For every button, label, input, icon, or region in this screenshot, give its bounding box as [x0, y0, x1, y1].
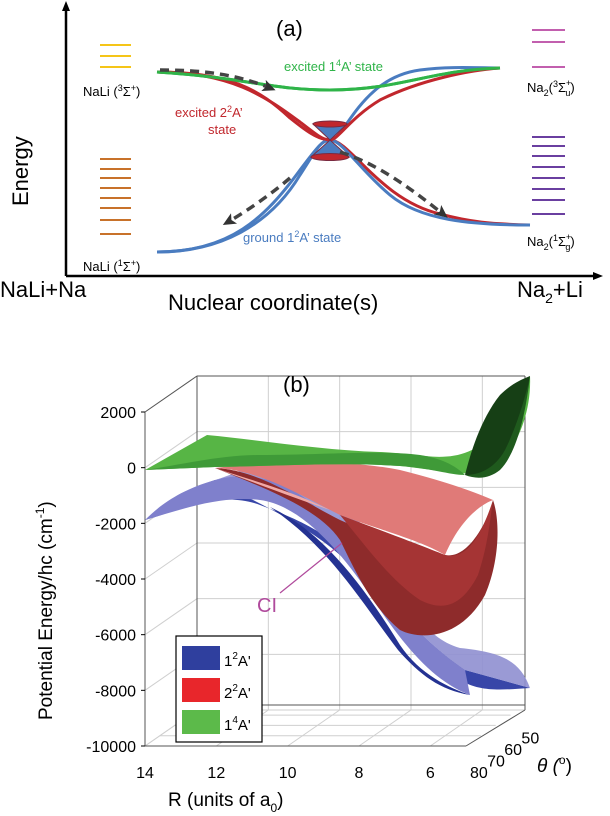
nali-singlet-label: NaLi (1Σ+): [83, 258, 140, 274]
nali-singlet-levels: [100, 158, 131, 235]
left-end-label: NaLi+Na: [0, 277, 87, 302]
legend-swatch-1-4A: [182, 710, 220, 734]
legend: 12A' 22A' 14A': [175, 635, 263, 743]
na2-triplet-levels: [532, 29, 565, 68]
energy-tick-label: -2000: [95, 516, 136, 533]
ci-pointer-line: [279, 542, 343, 594]
nali-triplet-label: NaLi (3Σ+): [83, 83, 140, 99]
dashed-arrow-top: [159, 68, 276, 91]
energy-tick-label: -6000: [95, 628, 136, 645]
conical-intersection-icon: [309, 120, 351, 161]
theta-tick-label: 60: [504, 742, 522, 759]
energy-tick-label: -4000: [95, 572, 136, 589]
excited-2-2A-label-line2: state: [208, 122, 236, 137]
energy-ticks: 2000 0 -2000 -4000 -6000 -8000 -10000: [86, 405, 145, 756]
theta-tick-label: 50: [521, 731, 539, 748]
r-tick-label: 8: [355, 765, 364, 782]
na2-singlet-label: Na2(1Σ+ g): [527, 232, 575, 252]
legend-swatch-1-2A: [182, 646, 220, 670]
r-axis-title: R (units of a0): [168, 790, 283, 815]
r-tick-label: 6: [426, 765, 435, 782]
dashed-arrow-left: [222, 176, 292, 226]
legend-label-1-4A: 14A': [224, 715, 251, 734]
excited-1-4A-label: excited 14A’ state: [284, 58, 383, 74]
r-tick-label: 10: [279, 765, 297, 782]
legend-label-2-2A: 22A': [224, 683, 251, 702]
theta-axis-title: θ (o): [537, 753, 572, 777]
theta-tick-label: 80: [470, 765, 488, 782]
energy-axis-title: Potential Energy/hc (cm-1): [33, 501, 57, 720]
energy-tick-label: -10000: [86, 739, 136, 756]
ci-label: CI: [257, 595, 277, 617]
na2-singlet-levels: [532, 136, 565, 215]
panel-b: CI (b) 2000 0 -2000 -4000 -6000 -8000 -10000 1…: [33, 372, 572, 815]
energy-gridline: [144, 375, 525, 413]
excited-1-4A-curve-top: [156, 66, 501, 92]
r-tick-label: 14: [136, 765, 154, 782]
r-tick-label: 12: [207, 765, 225, 782]
legend-swatch-2-2A: [182, 678, 220, 702]
r-gridline: [430, 376, 483, 747]
energy-tick-label: 0: [127, 461, 136, 478]
coordinate-axis-label: Nuclear coordinate(s): [168, 290, 378, 315]
nali-triplet-levels: [100, 44, 131, 68]
surface-2-2A: [215, 462, 498, 636]
panel-a-label: (a): [276, 16, 303, 41]
energy-tick-label: 2000: [100, 405, 136, 422]
legend-label-1-2A: 12A': [224, 651, 251, 670]
panel-b-label: (b): [283, 372, 310, 397]
right-end-label: Na2+Li: [517, 277, 583, 306]
energy-tick-label: -8000: [95, 683, 136, 700]
surface-1-4A: [145, 376, 531, 478]
panel-a: (a) Energy Nuclear coordinate(s) NaLi+Na…: [0, 1, 603, 315]
energy-axis-label: Energy: [8, 136, 33, 206]
excited-2-2A-label: excited 22A’: [175, 104, 243, 120]
r-ticks: 14 12 10 8 6: [136, 765, 435, 782]
ground-1-2A-label: ground 12A’ state: [243, 229, 341, 245]
dashed-arrow-right: [339, 150, 448, 218]
na2-triplet-label: Na2(3Σ+ u): [527, 78, 575, 98]
theta-tick-label: 70: [487, 754, 505, 771]
